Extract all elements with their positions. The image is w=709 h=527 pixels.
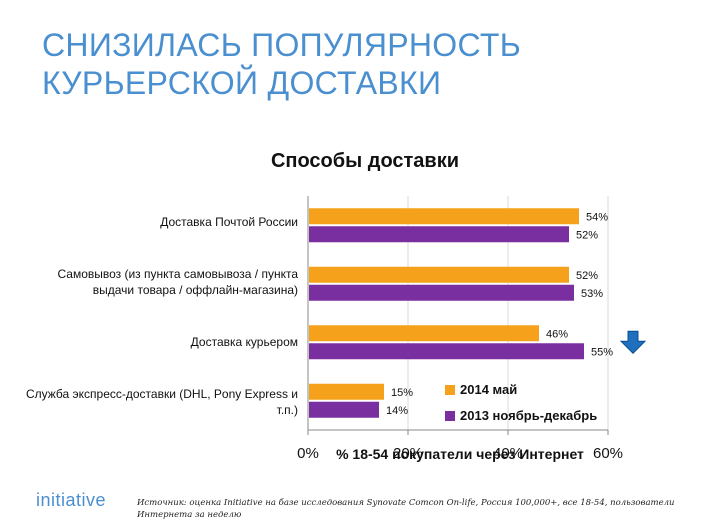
source-note-line-2: Интернета за неделю (137, 510, 242, 520)
bar-s0-c2 (309, 325, 539, 342)
category-label-3-line-1: т.п.) (276, 403, 298, 417)
bar-s1-c3 (309, 401, 379, 418)
bar-s1-c0 (309, 226, 569, 243)
data-label-s1-c2: 55% (591, 346, 613, 358)
category-label-0: Доставка Почтой России (0, 214, 298, 230)
category-label-1-line-1: выдачи товара / оффлайн-магазина) (92, 283, 298, 297)
x-tick-label-2: 40% (493, 445, 523, 462)
bar-s0-c1 (309, 266, 569, 283)
legend-label-2014: 2014 май (460, 382, 518, 397)
data-label-s0-c1: 52% (576, 270, 598, 282)
category-label-3: Служба экспресс-доставки (DHL, Pony Expr… (0, 386, 298, 418)
slide-title-line-1: СНИЗИЛАСЬ ПОПУЛЯРНОСТЬ (42, 27, 521, 63)
x-tick-label-0: 0% (297, 445, 319, 462)
category-label-0-line-0: Доставка Почтой России (160, 215, 298, 229)
category-label-2-line-0: Доставка курьером (190, 335, 298, 349)
down-arrow-icon (619, 330, 647, 354)
legend-item-2013: 2013 ноябрь-декабрь (445, 408, 597, 423)
x-tick-label-1: 20% (393, 445, 423, 462)
legend-item-2014: 2014 май (445, 382, 517, 397)
bar-s1-c2 (309, 343, 584, 360)
slide-title: СНИЗИЛАСЬ ПОПУЛЯРНОСТЬ КУРЬЕРСКОЙ ДОСТАВ… (42, 26, 682, 102)
chart-title: Способы доставки (270, 150, 460, 172)
initiative-logo: initiative (36, 490, 107, 510)
x-tick-label-3: 60% (593, 445, 623, 462)
legend-label-2013: 2013 ноябрь-декабрь (460, 408, 598, 423)
category-label-2: Доставка курьером (0, 334, 298, 350)
slide-title-line-2: КУРЬЕРСКОЙ ДОСТАВКИ (42, 65, 442, 101)
category-label-1: Самовывоз (из пункта самовывоза / пункта… (0, 266, 298, 298)
legend-swatch-2014 (445, 384, 455, 395)
category-label-1-line-0: Самовывоз (из пункта самовывоза / пункта (57, 267, 298, 281)
x-axis-label: % 18-54 покупатели через Интернет (336, 446, 584, 462)
data-label-s1-c3: 14% (386, 405, 408, 417)
data-label-s1-c0: 52% (576, 229, 598, 241)
bar-s1-c1 (309, 284, 574, 301)
bar-s0-c0 (309, 208, 579, 225)
data-label-s0-c0: 54% (586, 211, 608, 223)
bar-s0-c3 (309, 383, 384, 400)
data-label-s0-c3: 15% (391, 387, 413, 399)
legend-swatch-2013 (445, 410, 455, 421)
category-label-3-line-0: Служба экспресс-доставки (DHL, Pony Expr… (25, 387, 298, 401)
source-note: Источник: оценка Initiative на базе иссл… (137, 497, 677, 521)
data-label-s1-c1: 53% (581, 288, 603, 300)
source-note-line-1: Источник: оценка Initiative на базе иссл… (137, 498, 675, 508)
data-label-s0-c2: 46% (546, 328, 568, 340)
